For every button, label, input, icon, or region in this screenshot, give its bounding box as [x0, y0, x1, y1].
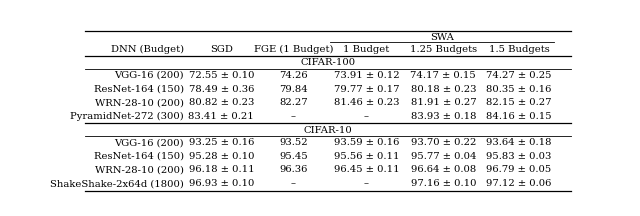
Text: 93.52: 93.52 — [279, 138, 308, 147]
Text: FGE (1 Budget): FGE (1 Budget) — [253, 45, 333, 54]
Text: 83.93 ± 0.18: 83.93 ± 0.18 — [411, 112, 476, 121]
Text: 80.18 ± 0.23: 80.18 ± 0.23 — [411, 85, 476, 94]
Text: 96.93 ± 0.10: 96.93 ± 0.10 — [189, 179, 254, 188]
Text: SWA: SWA — [430, 33, 454, 42]
Text: VGG-16 (200): VGG-16 (200) — [115, 71, 184, 80]
Text: ResNet-164 (150): ResNet-164 (150) — [94, 85, 184, 94]
Text: 74.17 ± 0.15: 74.17 ± 0.15 — [410, 71, 476, 80]
Text: 73.91 ± 0.12: 73.91 ± 0.12 — [333, 71, 399, 80]
Text: 96.79 ± 0.05: 96.79 ± 0.05 — [486, 165, 552, 175]
Text: 79.77 ± 0.17: 79.77 ± 0.17 — [333, 85, 399, 94]
Text: 81.46 ± 0.23: 81.46 ± 0.23 — [333, 98, 399, 107]
Text: 1.5 Budgets: 1.5 Budgets — [488, 45, 549, 54]
Text: 78.49 ± 0.36: 78.49 ± 0.36 — [189, 85, 254, 94]
Text: CIFAR-10: CIFAR-10 — [303, 125, 353, 135]
Text: 95.45: 95.45 — [279, 152, 308, 161]
Text: 1 Budget: 1 Budget — [343, 45, 390, 54]
Text: 95.28 ± 0.10: 95.28 ± 0.10 — [189, 152, 254, 161]
Text: –: – — [291, 179, 296, 188]
Text: 93.64 ± 0.18: 93.64 ± 0.18 — [486, 138, 552, 147]
Text: 97.12 ± 0.06: 97.12 ± 0.06 — [486, 179, 552, 188]
Text: 74.26: 74.26 — [279, 71, 308, 80]
Text: 96.18 ± 0.11: 96.18 ± 0.11 — [189, 165, 254, 175]
Text: 74.27 ± 0.25: 74.27 ± 0.25 — [486, 71, 552, 80]
Text: 97.16 ± 0.10: 97.16 ± 0.10 — [411, 179, 476, 188]
Text: 96.64 ± 0.08: 96.64 ± 0.08 — [411, 165, 476, 175]
Text: SGD: SGD — [210, 45, 233, 54]
Text: WRN-28-10 (200): WRN-28-10 (200) — [95, 98, 184, 107]
Text: WRN-28-10 (200): WRN-28-10 (200) — [95, 165, 184, 175]
Text: 93.70 ± 0.22: 93.70 ± 0.22 — [411, 138, 476, 147]
Text: DNN (Budget): DNN (Budget) — [111, 45, 184, 54]
Text: –: – — [364, 179, 369, 188]
Text: 1.25 Budgets: 1.25 Budgets — [410, 45, 477, 54]
Text: 83.41 ± 0.21: 83.41 ± 0.21 — [189, 112, 254, 121]
Text: CIFAR-100: CIFAR-100 — [300, 58, 356, 67]
Text: 82.15 ± 0.27: 82.15 ± 0.27 — [486, 98, 552, 107]
Text: 93.25 ± 0.16: 93.25 ± 0.16 — [189, 138, 254, 147]
Text: 95.56 ± 0.11: 95.56 ± 0.11 — [333, 152, 399, 161]
Text: –: – — [291, 112, 296, 121]
Text: 72.55 ± 0.10: 72.55 ± 0.10 — [189, 71, 254, 80]
Text: ResNet-164 (150): ResNet-164 (150) — [94, 152, 184, 161]
Text: –: – — [364, 112, 369, 121]
Text: 95.83 ± 0.03: 95.83 ± 0.03 — [486, 152, 552, 161]
Text: 96.36: 96.36 — [279, 165, 307, 175]
Text: 79.84: 79.84 — [279, 85, 308, 94]
Text: 93.59 ± 0.16: 93.59 ± 0.16 — [333, 138, 399, 147]
Text: 84.16 ± 0.15: 84.16 ± 0.15 — [486, 112, 552, 121]
Text: 95.77 ± 0.04: 95.77 ± 0.04 — [411, 152, 476, 161]
Text: 80.82 ± 0.23: 80.82 ± 0.23 — [189, 98, 254, 107]
Text: ShakeShake-2x64d (1800): ShakeShake-2x64d (1800) — [51, 179, 184, 188]
Text: PyramidNet-272 (300): PyramidNet-272 (300) — [70, 112, 184, 121]
Text: 96.45 ± 0.11: 96.45 ± 0.11 — [333, 165, 399, 175]
Text: VGG-16 (200): VGG-16 (200) — [115, 138, 184, 147]
Text: 82.27: 82.27 — [279, 98, 308, 107]
Text: 80.35 ± 0.16: 80.35 ± 0.16 — [486, 85, 552, 94]
Text: 81.91 ± 0.27: 81.91 ± 0.27 — [410, 98, 476, 107]
